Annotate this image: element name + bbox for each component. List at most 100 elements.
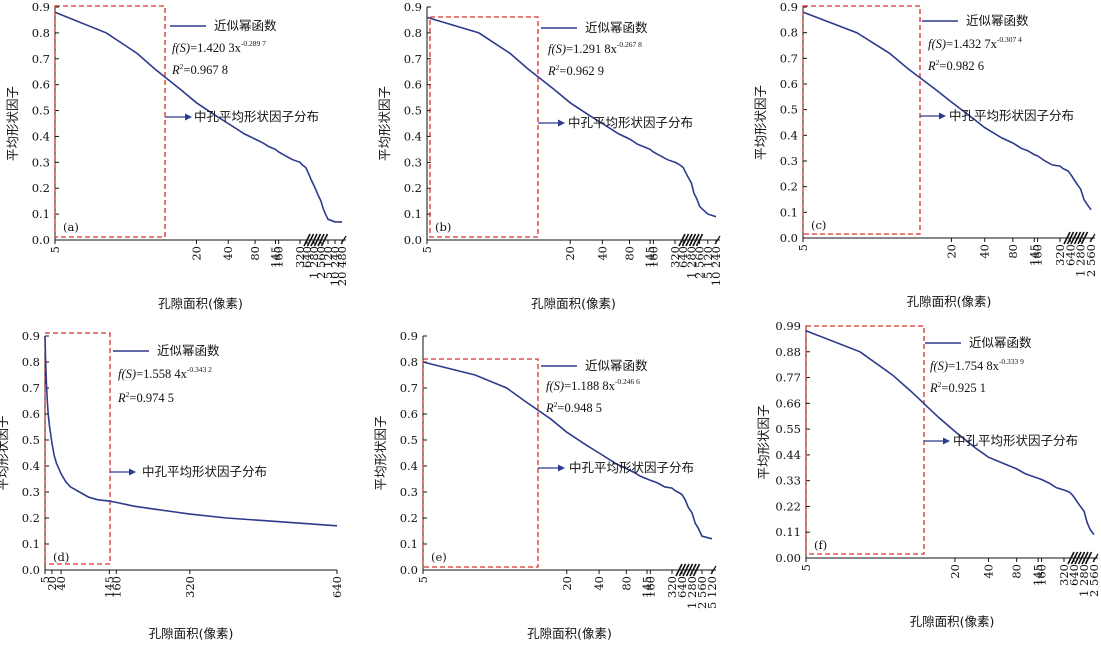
formula-prefix: f(S): [928, 37, 946, 51]
formula-exponent: -0.333 9: [999, 357, 1024, 366]
panel-label: (c): [811, 218, 826, 232]
axis-break-slash: [678, 563, 687, 577]
formula-exponent: -0.267 8: [617, 40, 642, 49]
y-tick-label: 0.7: [22, 381, 40, 395]
y-tick-label: 0.6: [780, 77, 798, 91]
formula-coefficient: =1.558 4x: [136, 367, 188, 381]
annotation-arrow-head: [129, 468, 136, 476]
r2-value: =0.925 1: [941, 381, 986, 395]
y-tick-label: 0.33: [775, 474, 801, 488]
x-tick-label: 1 280: [685, 576, 699, 609]
x-tick-label: 320: [1053, 244, 1067, 266]
axis-break-slash: [1067, 551, 1075, 565]
axis-break-slash: [1077, 231, 1085, 245]
y-tick-label: 0.99: [775, 319, 801, 333]
axis-break-slash: [692, 563, 701, 577]
x-tick-label: 145: [643, 246, 657, 268]
fit-formula: f(S)=1.188 8x-0.246 6: [546, 377, 640, 393]
r2-superscript: 2: [936, 58, 940, 67]
highlight-region-box: [802, 5, 921, 235]
y-axis-label: 平均形状因子: [377, 86, 392, 161]
series-line: [54, 11, 342, 223]
x-tick-label: 2 560: [693, 246, 707, 279]
r2-superscript: 2: [938, 380, 942, 389]
formula-coefficient: =1.291 8x: [566, 42, 618, 56]
chart-panel-f: 0.00 0.11 0.22 0.33 0.44 0.55 0.66 0.77 0.88 0.99…: [756, 319, 1101, 629]
y-tick-label: 0.4: [780, 128, 798, 142]
annotation-arrow-head: [939, 112, 946, 120]
axis-break-slash: [682, 563, 690, 577]
x-tick-label: 5: [796, 244, 810, 251]
formula-prefix: f(S): [118, 367, 136, 381]
r2-superscript: 2: [180, 62, 184, 71]
panel-label: (b): [435, 220, 451, 234]
x-tick-label: 20: [45, 576, 59, 591]
x-tick-label: 5: [799, 564, 813, 571]
annotation-arrow-head: [558, 119, 565, 127]
r2-superscript: 2: [554, 400, 558, 409]
y-tick-label: 0.2: [22, 511, 40, 525]
y-tick-label: 0.9: [780, 0, 798, 14]
y-tick-label: 0.1: [22, 537, 40, 551]
axis-break-slash: [685, 563, 694, 577]
y-axis-label: 平均形状因子: [5, 86, 20, 161]
r2-prefix: R: [547, 64, 556, 78]
axis-break-slash: [1063, 231, 1071, 245]
y-tick-label: 0.2: [400, 511, 418, 525]
axis-break-slash: [317, 233, 325, 247]
formula-prefix: f(S): [930, 359, 948, 373]
fit-formula: f(S)=1.558 4x-0.343 2: [118, 365, 212, 381]
y-tick-label: 0.6: [32, 78, 50, 92]
x-axis-label: 孔隙面积(像素): [531, 296, 616, 311]
fit-formula: f(S)=1.754 8x-0.333 9: [930, 357, 1024, 373]
axis-end-slash: [1089, 233, 1096, 243]
y-tick-label: 0.5: [780, 103, 798, 117]
series-line: [805, 329, 1095, 536]
y-tick-label: 0.1: [400, 537, 418, 551]
y-tick-label: 0.11: [775, 525, 801, 539]
y-tick-label: 0.3: [22, 485, 40, 499]
formula-exponent: -0.289 7: [241, 39, 266, 48]
y-tick-label: 0.6: [404, 78, 422, 92]
axis-break-slash: [692, 233, 700, 247]
x-tick-label: 5: [38, 576, 52, 583]
x-tick-label: 1 280: [1077, 564, 1091, 597]
y-axis-label: 平均形状因子: [756, 404, 771, 479]
r-squared: R2=0.967 8: [171, 62, 228, 77]
x-tick-label: 20: [944, 244, 958, 259]
chart-panel-c: 0.0 0.1 0.2 0.3 0.4 0.5 0.6 0.7 0.8 0.9 5 20 40 80 145…: [753, 0, 1098, 309]
x-tick-label: 320: [183, 576, 197, 598]
y-tick-label: 0.8: [32, 26, 50, 40]
panel-label: (a): [63, 220, 79, 234]
axis-break-slash: [1081, 551, 1089, 565]
axis-break-slash: [1077, 551, 1086, 565]
annotation-label: 中孔平均形状因子分布: [949, 108, 1074, 123]
axis-break-slash: [1084, 551, 1093, 565]
axis-break-slash: [306, 233, 315, 247]
y-tick-label: 0.7: [400, 381, 418, 395]
r-squared: R2=0.925 1: [929, 380, 986, 395]
y-tick-label: 0.9: [22, 329, 40, 343]
y-tick-label: 0.2: [780, 180, 798, 194]
formula-exponent: -0.307 4: [997, 35, 1022, 44]
axis-end-slash: [714, 235, 721, 245]
legend-label: 近似幂函数: [157, 343, 220, 358]
x-tick-label: 160: [1031, 244, 1045, 266]
r2-value: =0.967 8: [183, 63, 228, 77]
y-tick-label: 0.3: [32, 155, 50, 169]
x-tick-label: 320: [668, 246, 682, 268]
axis-break-slash: [681, 233, 690, 247]
axis-break-slash: [675, 563, 683, 577]
x-tick-label: 160: [109, 576, 123, 598]
y-tick-label: 0.6: [400, 407, 418, 421]
r2-value: =0.948 5: [557, 401, 602, 415]
axis-break-slash: [320, 233, 329, 247]
x-tick-label: 145: [1027, 244, 1041, 266]
x-tick-label: 20: [948, 564, 962, 579]
fit-formula: f(S)=1.420 3x-0.289 7: [172, 39, 266, 55]
x-tick-label: 40: [981, 564, 995, 579]
r-squared: R2=0.962 9: [547, 63, 604, 78]
y-tick-label: 0.0: [780, 231, 798, 245]
r2-superscript: 2: [556, 63, 560, 72]
